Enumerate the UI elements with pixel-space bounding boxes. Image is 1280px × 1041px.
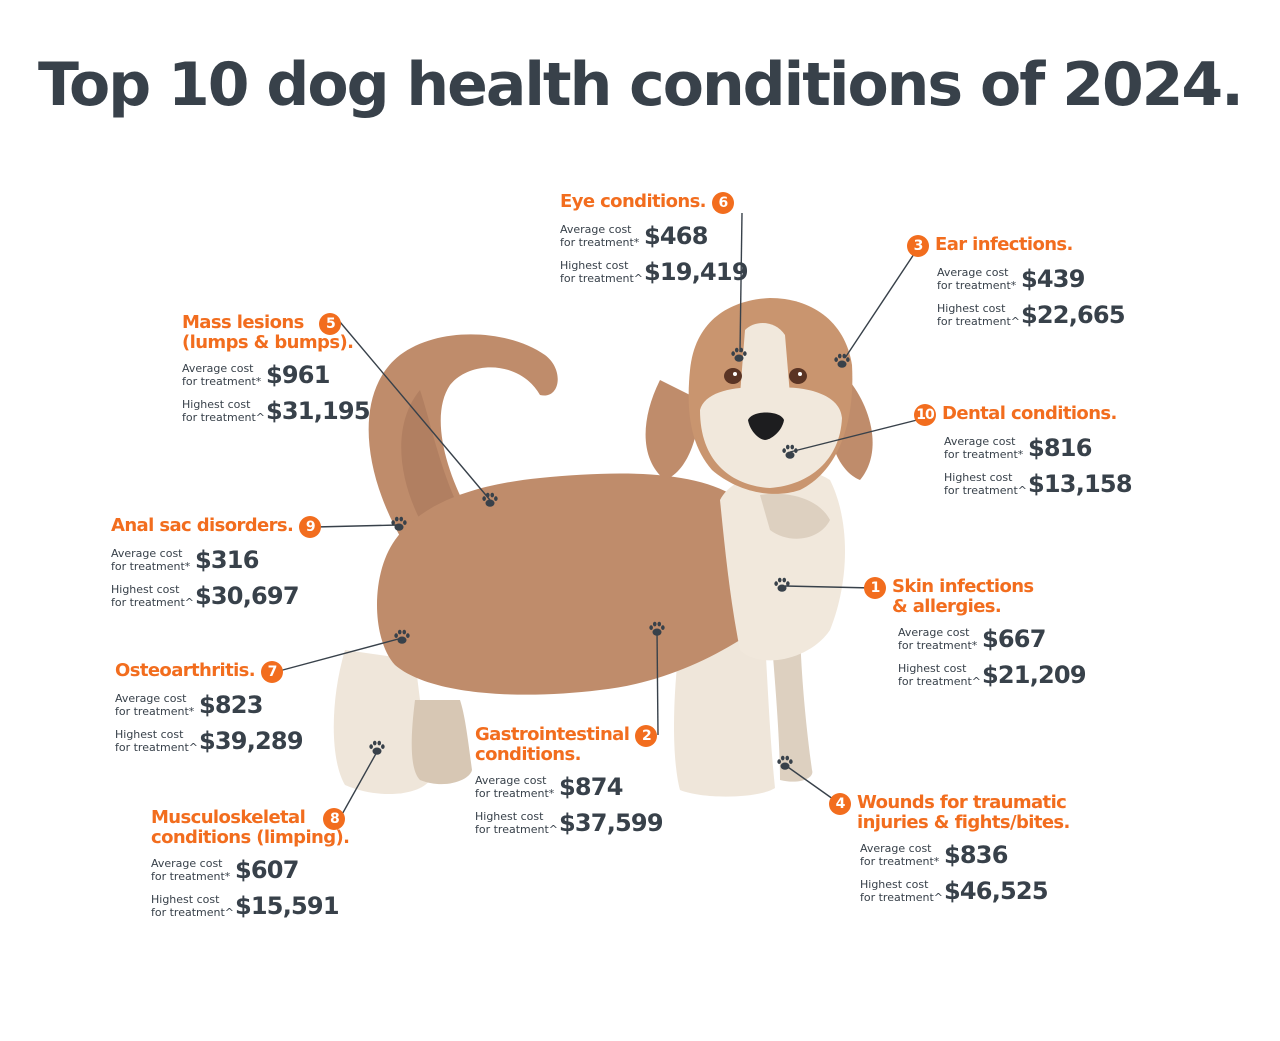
- highest-cost-value: $19,419: [644, 258, 749, 286]
- condition-name: Ear infections.: [935, 234, 1073, 255]
- average-cost-label: Average cost for treatment*: [182, 362, 262, 388]
- condition-dental: 10 Dental conditions. Average cost for tr…: [914, 403, 1133, 498]
- rank-badge: 9: [299, 516, 322, 538]
- average-cost-label: Average cost for treatment*: [560, 223, 640, 249]
- rank-badge: 3: [907, 235, 929, 257]
- average-cost-label: Average cost for treatment*: [115, 692, 195, 718]
- condition-name: Mass lesions (lumps & bumps).: [182, 312, 354, 353]
- average-cost-label: Average cost for treatment*: [937, 266, 1017, 292]
- average-cost-value: $874: [559, 773, 623, 801]
- average-cost-label: Average cost for treatment*: [860, 842, 940, 868]
- highest-cost-value: $31,195: [266, 397, 371, 425]
- highest-cost-value: $30,697: [195, 582, 300, 610]
- condition-gastrointestinal: Gastrointestinal conditions. 2 Average co…: [475, 724, 664, 838]
- average-cost-value: $439: [1021, 265, 1085, 293]
- paw-icon: [391, 516, 407, 531]
- condition-name: Wounds for traumatic injuries & fights/b…: [857, 792, 1070, 833]
- average-cost-value: $607: [235, 856, 299, 884]
- highest-cost-value: $21,209: [982, 661, 1087, 689]
- rank-badge: 2: [635, 725, 658, 747]
- page-title: Top 10 dog health conditions of 2024.: [38, 50, 1244, 120]
- highest-cost-label: Highest cost for treatment^: [860, 878, 944, 904]
- average-cost-value: $836: [944, 841, 1008, 869]
- rank-badge: 1: [864, 577, 886, 599]
- highest-cost-label: Highest cost for treatment^: [898, 662, 982, 688]
- rank-badge: 4: [829, 793, 851, 815]
- rank-badge: 7: [261, 661, 284, 683]
- average-cost-value: $816: [1028, 434, 1092, 462]
- average-cost-value: $667: [982, 625, 1046, 653]
- highest-cost-label: Highest cost for treatment^: [560, 259, 644, 285]
- highest-cost-label: Highest cost for treatment^: [115, 728, 199, 754]
- rank-badge: 8: [323, 808, 346, 830]
- paw-icon: [649, 621, 665, 636]
- average-cost-label: Average cost for treatment*: [151, 857, 231, 883]
- condition-wounds: 4 Wounds for traumatic injuries & fights/…: [829, 793, 1070, 905]
- average-cost-label: Average cost for treatment*: [475, 774, 555, 800]
- paw-icon: [394, 629, 410, 644]
- rank-badge: 10: [914, 404, 936, 426]
- highest-cost-label: Highest cost for treatment^: [182, 398, 266, 424]
- condition-name: Anal sac disorders.: [111, 515, 294, 536]
- condition-name: Eye conditions.: [560, 191, 707, 212]
- condition-name: Dental conditions.: [942, 403, 1117, 424]
- highest-cost-value: $22,665: [1021, 301, 1126, 329]
- paw-icon: [834, 353, 850, 368]
- condition-musculoskeletal: Musculoskeletal conditions (limping). 8 A…: [151, 808, 350, 921]
- average-cost-value: $468: [644, 222, 708, 250]
- average-cost-label: Average cost for treatment*: [111, 547, 191, 573]
- paw-icon: [774, 577, 790, 592]
- highest-cost-label: Highest cost for treatment^: [111, 583, 195, 609]
- rank-badge: 5: [319, 313, 342, 335]
- average-cost-value: $823: [199, 691, 263, 719]
- average-cost-value: $316: [195, 546, 259, 574]
- condition-name: Musculoskeletal conditions (limping).: [151, 807, 350, 848]
- condition-eye: Eye conditions. 6 Average cost for treatm…: [560, 191, 749, 287]
- paw-icon: [369, 740, 385, 755]
- highest-cost-value: $46,525: [944, 877, 1049, 905]
- condition-name: Skin infections & allergies.: [892, 576, 1034, 617]
- paw-icon: [782, 444, 798, 459]
- paw-icon: [482, 492, 498, 507]
- highest-cost-value: $39,289: [199, 727, 304, 755]
- paw-icon: [731, 347, 747, 362]
- condition-name: Gastrointestinal conditions.: [475, 724, 630, 765]
- highest-cost-label: Highest cost for treatment^: [475, 810, 559, 836]
- rank-badge: 6: [711, 192, 734, 214]
- highest-cost-value: $13,158: [1028, 470, 1133, 498]
- highest-cost-label: Highest cost for treatment^: [944, 471, 1028, 497]
- highest-cost-label: Highest cost for treatment^: [151, 893, 235, 919]
- average-cost-label: Average cost for treatment*: [944, 435, 1024, 461]
- condition-anal-sac: Anal sac disorders. 9 Average cost for tr…: [111, 515, 322, 610]
- highest-cost-value: $37,599: [559, 809, 664, 837]
- condition-ear: 3 Ear infections. Average cost for treatm…: [907, 234, 1126, 329]
- highest-cost-label: Highest cost for treatment^: [937, 302, 1021, 328]
- average-cost-label: Average cost for treatment*: [898, 626, 978, 652]
- average-cost-value: $961: [266, 361, 330, 389]
- condition-skin: 1 Skin infections & allergies. Average co…: [864, 576, 1087, 689]
- highest-cost-value: $15,591: [235, 892, 340, 920]
- paw-icon: [777, 755, 793, 770]
- condition-mass-lesions: Mass lesions (lumps & bumps). 5 Average c…: [182, 312, 371, 426]
- condition-name: Osteoarthritis.: [115, 660, 256, 681]
- condition-osteoarthritis: Osteoarthritis. 7 Average cost for treatm…: [115, 660, 304, 756]
